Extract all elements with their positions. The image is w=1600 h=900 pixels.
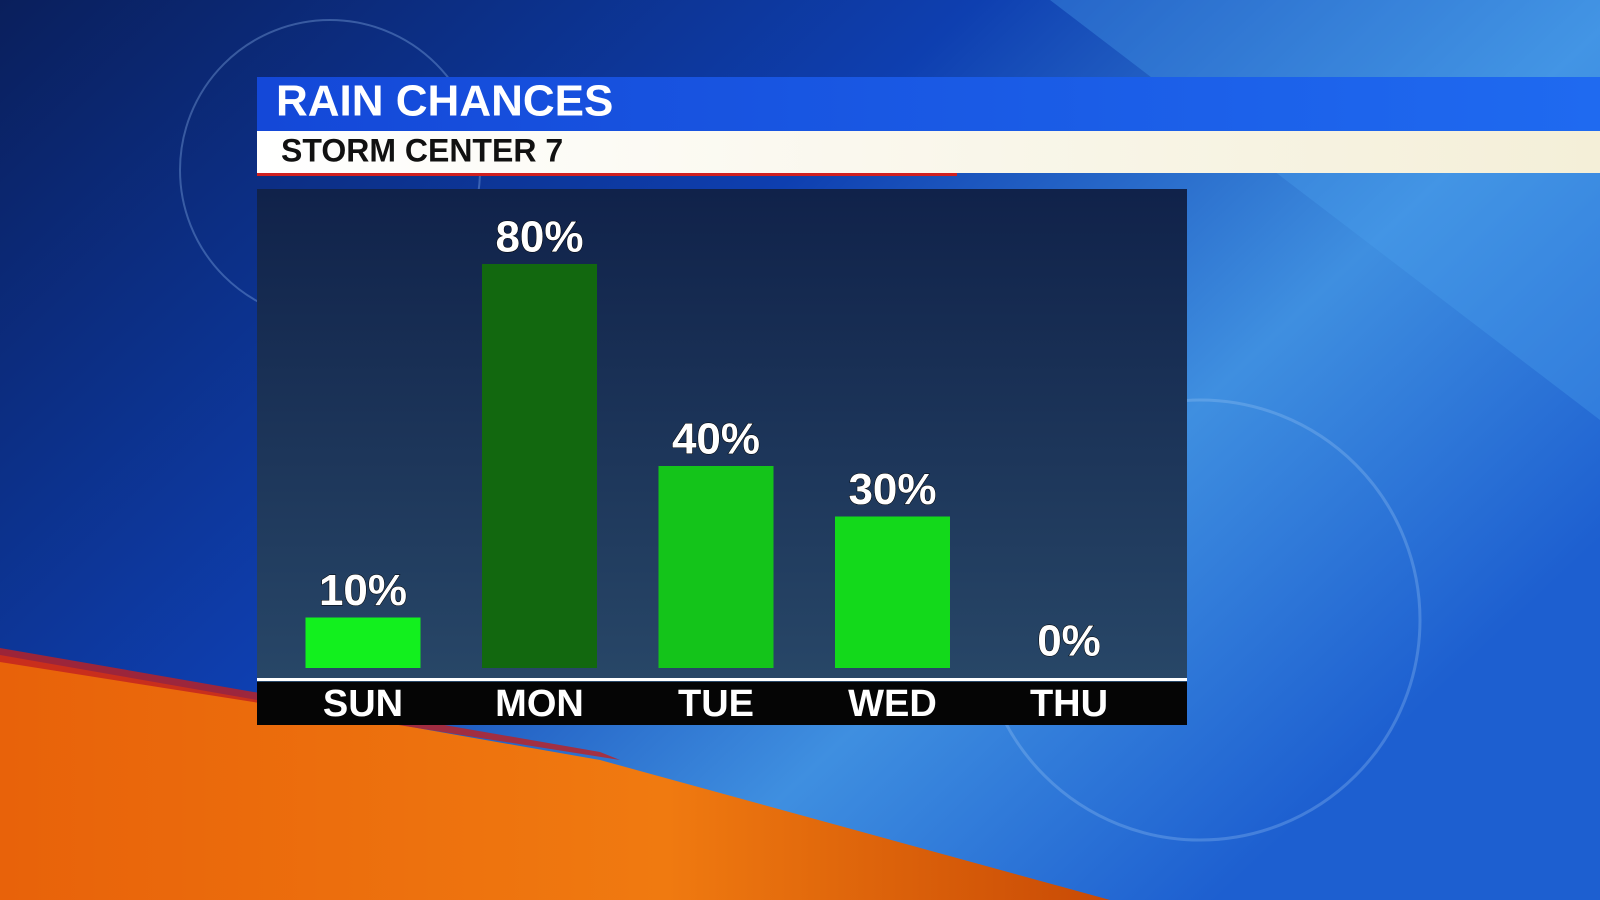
value-label: 10% [319, 566, 407, 615]
bar [482, 264, 597, 668]
x-tick-label: SUN [323, 683, 403, 725]
value-label: 80% [495, 213, 583, 262]
title-bar [257, 77, 1600, 131]
x-tick-label: THU [1030, 683, 1108, 725]
chart-title: RAIN CHANCES [276, 77, 613, 126]
bar [658, 466, 774, 668]
subtitle-bar [257, 131, 1600, 173]
value-label: 0% [1037, 617, 1101, 666]
subtitle-rule [257, 173, 957, 176]
bar [305, 617, 421, 668]
category-band [257, 682, 1187, 725]
x-tick-label: MON [495, 683, 584, 725]
x-tick-label: TUE [678, 683, 754, 725]
chart-subtitle: STORM CENTER 7 [281, 132, 563, 168]
baseline [257, 678, 1187, 681]
x-tick-label: WED [848, 683, 937, 725]
bar [835, 516, 950, 668]
value-label: 40% [672, 415, 760, 464]
value-label: 30% [848, 465, 936, 514]
